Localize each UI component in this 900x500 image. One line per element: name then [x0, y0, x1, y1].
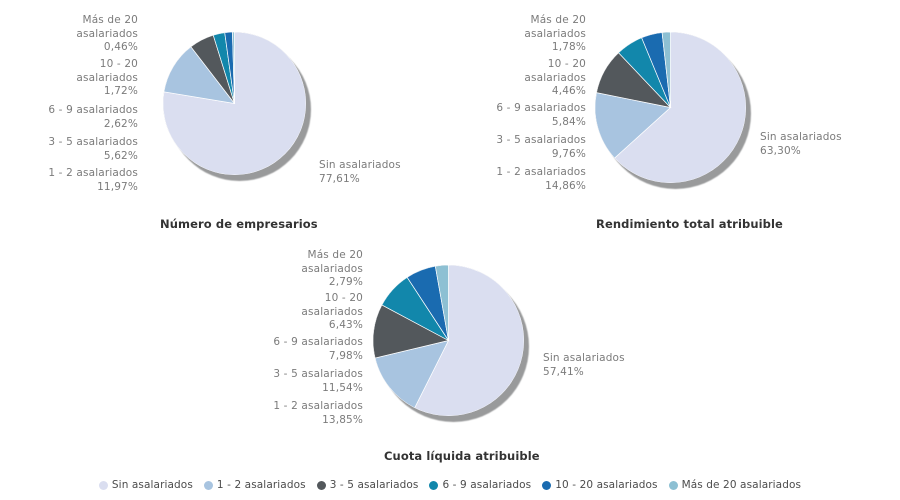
legend-item-label: 1 - 2 asalariados: [216, 479, 306, 491]
callout-6-9-chart2: 6 - 9 asalariados 5,84%: [496, 102, 586, 128]
pie-chart-3: [373, 265, 533, 425]
callout-10-20-chart3: 10 - 20 asalariados 6,43%: [301, 292, 363, 331]
chart-cuota-liquida-atribuible: Más de 20 asalariados 2,79% 10 - 20 asal…: [225, 240, 675, 475]
pie-chart-2: [595, 32, 755, 192]
callout-mas-de-20-chart3: Más de 20 asalariados 2,79%: [301, 249, 363, 288]
callout-3-5-chart1: 3 - 5 asalariados 5,62%: [48, 136, 138, 162]
legend-item-label: 10 - 20 asalariados: [555, 479, 658, 491]
legend-color-swatch: [98, 480, 108, 490]
chart-rendimiento-total-atribuible: Más de 20 asalariados 1,78% 10 - 20 asal…: [450, 0, 900, 240]
legend-item[interactable]: 6 - 9 asalariados: [429, 479, 531, 491]
pie-slices-1: [163, 32, 306, 175]
callout-sin-asalariados-chart2: Sin asalariados 63,30%: [760, 131, 842, 157]
chart-legend: Sin asalariados 1 - 2 asalariados 3 - 5 as…: [0, 479, 900, 491]
pie-slice[interactable]: [374, 339, 450, 409]
callout-mas-de-20-chart1: Más de 20 asalariados 0,46%: [76, 14, 138, 53]
pie-slice[interactable]: [614, 32, 746, 183]
legend-item-label: Sin asalariados: [111, 479, 193, 491]
callout-6-9-chart1: 6 - 9 asalariados 2,62%: [48, 104, 138, 130]
callout-10-20-chart2: 10 - 20 asalariados 4,46%: [524, 58, 586, 97]
legend-color-swatch: [542, 480, 552, 490]
callout-mas-de-20-chart2: Más de 20 asalariados 1,78%: [524, 14, 586, 53]
legend-color-swatch: [203, 480, 213, 490]
pie-chart-1: [163, 32, 313, 184]
callout-sin-asalariados-chart1: Sin asalariados 77,61%: [319, 159, 401, 185]
pie-slices-2: [595, 32, 746, 183]
callout-1-2-chart1: 1 - 2 asalariados 11,97%: [48, 167, 138, 193]
legend-item[interactable]: 3 - 5 asalariados: [316, 479, 419, 491]
pie-slices-3: [373, 265, 524, 416]
pie-slice[interactable]: [661, 32, 671, 108]
legend-item[interactable]: 10 - 20 asalariados: [542, 479, 657, 491]
chart-title-1: Número de empresarios: [160, 217, 318, 231]
pie-slice[interactable]: [595, 92, 672, 159]
pie-slice[interactable]: [232, 32, 235, 104]
chart-numero-de-empresarios: Más de 20 asalariados 0,46% 10 - 20 asal…: [0, 0, 450, 240]
callout-10-20-chart1: 10 - 20 asalariados 1,72%: [76, 58, 138, 97]
pie-slice[interactable]: [414, 265, 524, 416]
legend-item[interactable]: Más de 20 asalariados: [668, 479, 802, 491]
pie-body: [163, 32, 306, 175]
legend-item-label: 6 - 9 asalariados: [442, 479, 532, 491]
callout-6-9-chart3: 6 - 9 asalariados 7,98%: [273, 336, 363, 362]
pie-body: [373, 265, 524, 416]
pie-body: [595, 32, 746, 183]
legend-item[interactable]: Sin asalariados: [98, 479, 193, 491]
chart-title-3: Cuota líquida atribuible: [384, 449, 540, 463]
callout-sin-asalariados-chart3: Sin asalariados 57,41%: [543, 352, 625, 378]
legend-color-swatch: [316, 480, 326, 490]
callout-3-5-chart3: 3 - 5 asalariados 11,54%: [273, 368, 363, 394]
chart-title-2: Rendimiento total atribuible: [596, 217, 783, 231]
callout-1-2-chart2: 1 - 2 asalariados 14,86%: [496, 166, 586, 192]
legend-item-label: 3 - 5 asalariados: [329, 479, 419, 491]
legend-color-swatch: [668, 480, 678, 490]
callout-1-2-chart3: 1 - 2 asalariados 13,85%: [273, 400, 363, 426]
legend-item-label: Más de 20 asalariados: [681, 479, 802, 491]
pie-slice[interactable]: [434, 265, 449, 341]
callout-3-5-chart2: 3 - 5 asalariados 9,76%: [496, 134, 586, 160]
legend-color-swatch: [429, 480, 439, 490]
legend-item[interactable]: 1 - 2 asalariados: [203, 479, 306, 491]
